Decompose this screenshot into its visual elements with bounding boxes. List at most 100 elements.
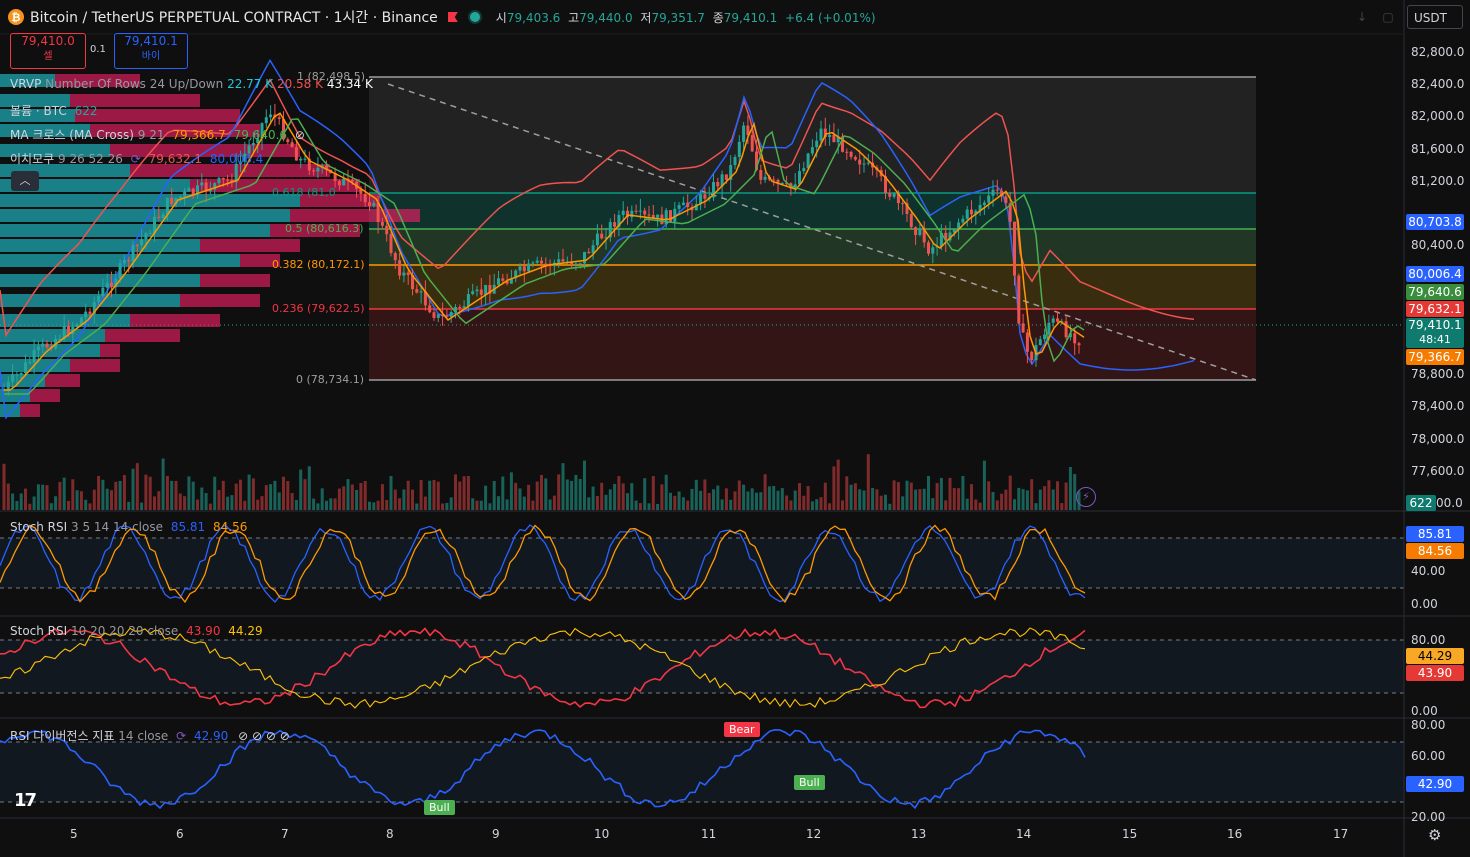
currency-select[interactable]: USDT bbox=[1407, 5, 1463, 29]
candle-body bbox=[88, 311, 92, 314]
volume-bar bbox=[806, 486, 810, 510]
volume-bar bbox=[475, 500, 479, 510]
ichimoku-legend[interactable]: 이치모쿠 9 26 52 26 ⟳ 79,632.1 80,006.4 bbox=[10, 152, 264, 166]
vrvp-up-bar bbox=[0, 314, 130, 327]
flag-icon[interactable] bbox=[447, 12, 458, 22]
volume-bar bbox=[836, 459, 840, 510]
candle-body bbox=[260, 123, 264, 139]
volume-bar bbox=[45, 485, 49, 510]
volume-bar bbox=[909, 482, 913, 510]
gear-icon[interactable]: ⚙ bbox=[1428, 826, 1442, 844]
rsi-divergence-legend[interactable]: RSI 다이버전스 지표 14 close ⟳ 42.90 ⊘ ⊘ ⊘ ⊘ bbox=[10, 729, 290, 743]
lightning-icon[interactable]: ⚡ bbox=[1076, 487, 1096, 507]
time-tick: 15 bbox=[1122, 827, 1138, 841]
candle-body bbox=[600, 233, 604, 239]
candle-body bbox=[961, 218, 965, 223]
volume-bar bbox=[798, 483, 801, 510]
buy-button[interactable]: 79,410.1 바이 bbox=[114, 33, 188, 69]
candle-body bbox=[836, 136, 840, 143]
candle-body bbox=[161, 214, 165, 218]
collapse-legend-button[interactable]: ︿ bbox=[11, 171, 39, 191]
volume-bar bbox=[922, 488, 926, 510]
price-tick: 78,800.0 bbox=[1411, 367, 1465, 381]
candle-body bbox=[681, 202, 685, 206]
candle-body bbox=[118, 263, 122, 279]
volume-bar bbox=[1004, 489, 1008, 510]
fullscreen-icon[interactable]: ▢ bbox=[1382, 10, 1394, 24]
candle-body bbox=[987, 195, 991, 203]
candle-body bbox=[991, 189, 995, 196]
volume-bar bbox=[79, 491, 83, 510]
eye-off-icon[interactable]: ⊘ ⊘ ⊘ ⊘ bbox=[238, 729, 290, 743]
volume-legend[interactable]: 볼륨 · BTC 622 bbox=[10, 104, 98, 118]
vrvp-up-bar bbox=[0, 374, 45, 387]
volume-bar bbox=[841, 500, 844, 510]
volume-bar bbox=[583, 460, 586, 510]
candle-body bbox=[264, 117, 268, 124]
volume-bar bbox=[346, 479, 350, 510]
candle-body bbox=[101, 287, 105, 297]
candle-body bbox=[269, 114, 273, 118]
volume-bar bbox=[466, 475, 470, 510]
volume-bar bbox=[402, 489, 406, 510]
time-tick: 11 bbox=[701, 827, 717, 841]
volume-bar bbox=[32, 496, 36, 510]
fib-label-0: 0 (78,734.1) bbox=[296, 373, 365, 386]
volume-bar bbox=[772, 486, 776, 510]
candle-body bbox=[286, 139, 290, 143]
candle-body bbox=[247, 145, 251, 154]
volume-bar bbox=[617, 476, 621, 510]
volume-bar bbox=[879, 495, 883, 510]
eye-off-icon[interactable]: ⊘ bbox=[294, 128, 305, 142]
candle-body bbox=[720, 174, 724, 187]
ma-cross-legend[interactable]: MA 크로스 (MA Cross) 9 21 79,366.7 79,640.6… bbox=[10, 128, 305, 142]
candle-body bbox=[810, 147, 814, 154]
candle-body bbox=[213, 183, 217, 190]
volume-bar bbox=[221, 480, 225, 510]
vrvp-down-bar bbox=[75, 109, 240, 122]
volume-bar bbox=[449, 497, 453, 510]
volume-bar bbox=[995, 500, 999, 510]
candle-body bbox=[617, 215, 621, 227]
vrvp-legend[interactable]: VRVP Number Of Rows 24 Up/Down 22.77 K 2… bbox=[10, 77, 373, 91]
vrvp-down-bar bbox=[270, 224, 360, 237]
stoch-rsi-1-legend[interactable]: Stoch RSI 3 5 14 14 close 85.81 84.56 bbox=[10, 520, 248, 534]
symbol-title[interactable]: Bitcoin / TetherUS PERPETUAL CONTRACT · … bbox=[30, 10, 438, 26]
price-badge-ichimoku-kijun: 80,006.4 bbox=[1406, 266, 1464, 282]
candle-body bbox=[32, 350, 36, 363]
refresh-icon[interactable]: ⟳ bbox=[130, 152, 141, 166]
candle-body bbox=[557, 259, 561, 263]
volume-bar bbox=[204, 493, 208, 510]
candle-body bbox=[282, 119, 285, 140]
ichimoku-tenkan-line bbox=[0, 78, 1195, 338]
candle-body bbox=[140, 239, 144, 245]
stoch1-tick: 40.00 bbox=[1411, 564, 1446, 578]
price-tick: 82,800.0 bbox=[1411, 45, 1465, 59]
vrvp-up-bar bbox=[0, 294, 180, 307]
candle-body bbox=[71, 326, 75, 335]
volume-bar bbox=[707, 493, 711, 510]
candle-body bbox=[436, 314, 440, 318]
volume-bar bbox=[217, 490, 221, 510]
candle-body bbox=[888, 192, 892, 197]
volume-bar bbox=[135, 463, 139, 510]
sell-button[interactable]: 79,410.0 셀 bbox=[10, 33, 86, 69]
volume-bar bbox=[716, 485, 720, 510]
candle-body bbox=[1068, 333, 1072, 338]
price-badge-ichimoku-b: 80,703.8 bbox=[1406, 214, 1464, 230]
volume-bar bbox=[927, 475, 930, 510]
volume-bar bbox=[247, 474, 251, 510]
download-icon[interactable]: ↓ bbox=[1356, 10, 1368, 24]
vrvp-down-bar bbox=[130, 314, 220, 327]
refresh-icon[interactable]: ⟳ bbox=[176, 729, 187, 743]
volume-bar bbox=[187, 476, 191, 510]
volume-bar bbox=[1025, 490, 1029, 510]
stoch-rsi-2-legend[interactable]: Stoch RSI 10 20 20 20 close 43.90 44.29 bbox=[10, 624, 263, 638]
volume-bar bbox=[1068, 467, 1072, 510]
volume-bar bbox=[660, 484, 664, 510]
tradingview-logo[interactable]: 17 bbox=[14, 790, 37, 811]
candle-body bbox=[939, 232, 943, 247]
volume-bar bbox=[234, 483, 238, 510]
vrvp-up-bar bbox=[0, 224, 270, 237]
